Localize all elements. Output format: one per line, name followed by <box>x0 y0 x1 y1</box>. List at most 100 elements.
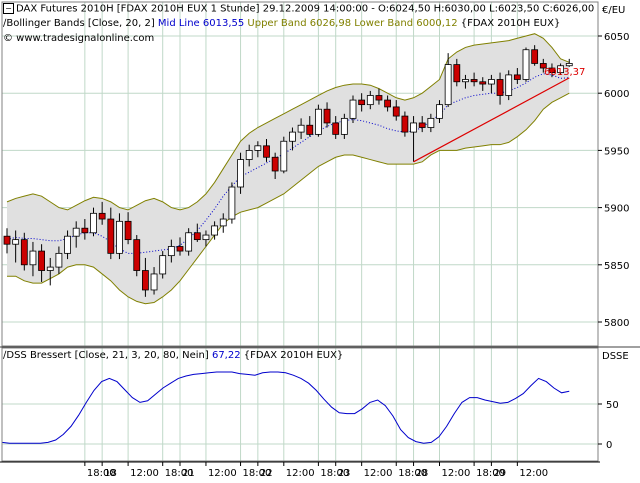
candle-body <box>366 95 374 106</box>
x-tick-label: 12:00 <box>364 468 393 479</box>
candle-body <box>107 218 115 254</box>
expand-icon[interactable]: − <box>3 3 14 14</box>
candle <box>557 63 564 75</box>
x-tick-label: 18:00 <box>165 468 194 479</box>
candle <box>176 237 184 256</box>
candle <box>410 116 417 162</box>
candle-body <box>297 124 305 133</box>
candle-body <box>323 108 331 124</box>
candle-body <box>557 65 564 74</box>
candle-body <box>254 145 262 151</box>
candle-body <box>219 218 227 227</box>
y-tick-label: 5850 <box>604 261 629 272</box>
candle-body <box>176 246 184 252</box>
chart-title-row: − DAX Futures 2010H [FDAX 2010H EUX 1 Stu… <box>3 3 594 16</box>
candle <box>55 246 63 274</box>
candle <box>418 116 426 133</box>
x-tick-label: 18:00 <box>320 468 349 479</box>
candle <box>237 152 244 194</box>
upper-band-line <box>6 33 570 211</box>
candle <box>228 182 236 224</box>
watermark: © www.tradesignalonline.com <box>3 33 155 44</box>
candle-body <box>38 250 45 271</box>
candle-body <box>513 74 521 80</box>
candle <box>306 116 314 137</box>
candle-body <box>185 232 193 252</box>
candle-body <box>470 79 478 83</box>
candle-body <box>496 79 504 96</box>
x-tick-label: 12:00 <box>208 468 237 479</box>
candle <box>470 72 478 87</box>
candle-body <box>314 108 322 135</box>
x-tick-label: 28 <box>416 468 429 479</box>
candle-body <box>427 117 435 128</box>
candle <box>3 228 11 254</box>
chart-title: DAX Futures 2010H [FDAX 2010H EUX 1 Stun… <box>16 3 595 15</box>
candle <box>185 228 193 256</box>
candle <box>358 93 366 112</box>
trendline-line <box>413 77 570 163</box>
dss-legend: ∕DSS Bressert [Close, 21, 3, 20, 80, Nei… <box>3 350 343 362</box>
candle-body <box>548 67 556 74</box>
candle <box>289 127 296 151</box>
candle <box>479 77 487 91</box>
candle <box>38 244 45 282</box>
candle <box>90 207 97 237</box>
mid-line <box>6 73 570 254</box>
bb-prefix: Bollinger Bands [Close, 20, 2] <box>6 18 155 29</box>
candle-body <box>505 74 513 96</box>
candle <box>384 95 392 112</box>
candle <box>263 138 270 162</box>
candle-body <box>539 63 547 69</box>
candle-body <box>29 250 37 266</box>
candle-body <box>479 81 487 85</box>
indicator-icon: ∕ <box>3 350 7 361</box>
candle-body <box>531 49 539 64</box>
candle <box>12 230 20 263</box>
bb-bands: Upper Band 6026,98 Lower Band 6000,12 <box>247 18 458 29</box>
y-axis-unit: €/EU <box>602 5 625 16</box>
dss-plot <box>1 371 570 444</box>
candle <box>254 141 262 158</box>
dss-unit: DSSE <box>602 351 629 362</box>
x-tick-label: 23 <box>338 468 351 479</box>
candle <box>539 58 547 73</box>
candle <box>133 235 141 277</box>
candle-body <box>159 255 167 275</box>
candle <box>505 70 513 101</box>
candle-body <box>263 145 270 158</box>
candle-body <box>289 131 296 142</box>
candle <box>427 113 435 133</box>
candle-body <box>280 140 288 172</box>
candle-body <box>410 122 417 133</box>
candle-body <box>124 220 132 241</box>
candle-body <box>332 122 340 135</box>
candle-body <box>245 149 253 160</box>
x-tick-label: 18:00 <box>243 468 272 479</box>
candle-body <box>64 235 71 254</box>
candle <box>193 223 201 242</box>
candle <box>245 144 253 167</box>
candle <box>167 239 175 263</box>
band-fill <box>7 33 570 304</box>
candle-body <box>46 266 54 271</box>
candle <box>340 113 348 139</box>
candle <box>522 47 530 82</box>
candle-body <box>444 64 452 106</box>
bb-mid: Mid Line 6013,55 <box>157 18 245 29</box>
candle <box>453 58 461 87</box>
candle <box>46 257 54 286</box>
candle <box>496 72 504 105</box>
candle-body <box>12 239 20 245</box>
candle-body <box>384 99 392 108</box>
candle-body <box>90 212 97 234</box>
x-tick-label: 22 <box>260 468 273 479</box>
candle <box>81 219 89 240</box>
x-tick-label: 12:00 <box>130 468 159 479</box>
candle-body <box>3 235 11 245</box>
candle-body <box>340 117 348 135</box>
y-tick-label: 5950 <box>604 146 629 157</box>
candle <box>202 230 210 247</box>
candles <box>3 45 573 297</box>
